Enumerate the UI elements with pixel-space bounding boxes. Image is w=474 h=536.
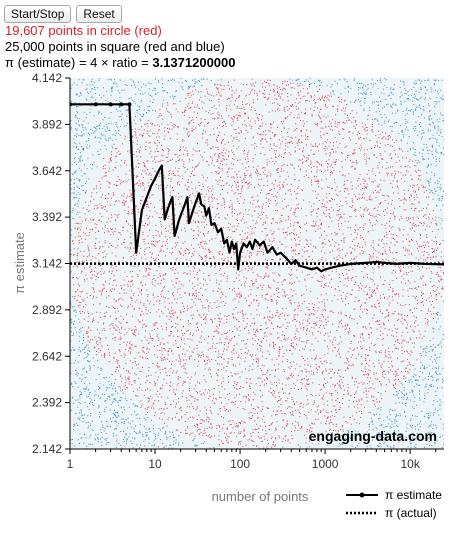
y-tick: 4.142: [32, 71, 70, 85]
y-tick-label: 3.642: [32, 164, 62, 178]
pi-estimate-prefix: π (estimate) = 4 × ratio =: [5, 55, 153, 70]
start-stop-button[interactable]: Start/Stop: [4, 5, 72, 23]
x-tick: 100: [230, 449, 250, 471]
y-tick: 3.392: [32, 210, 70, 224]
controls-bar: Start/Stop Reset: [4, 5, 122, 23]
y-tick-label: 2.392: [32, 396, 62, 410]
estimate-point: [93, 102, 98, 107]
y-tick: 3.142: [32, 257, 70, 271]
estimate-point: [108, 102, 113, 107]
watermark: engaging-data.com: [309, 428, 437, 444]
y-tick: 2.392: [32, 396, 70, 410]
x-tick: 1: [67, 449, 74, 471]
y-tick-label: 2.642: [32, 349, 62, 363]
series-pi-estimate: [70, 103, 444, 273]
x-tick: 10k: [400, 449, 421, 471]
x-tick-label: 1: [67, 457, 74, 471]
reset-button[interactable]: Reset: [76, 5, 122, 23]
y-tick: 2.892: [32, 303, 70, 317]
y-tick-label: 2.142: [32, 442, 62, 456]
x-axis-label: number of points: [212, 489, 309, 504]
y-axis-label: π estimate: [12, 232, 27, 294]
y-tick-label: 4.142: [32, 71, 62, 85]
x-tick-label: 10k: [400, 457, 420, 471]
y-tick-label: 3.392: [32, 210, 62, 224]
pi-estimate-value: 3.1371200000: [152, 55, 236, 70]
points-in-square-text: 25,000 points in square (red and blue): [5, 39, 225, 54]
legend-actual-label: π (actual): [385, 506, 437, 520]
points-in-circle-text: 19,607 points in circle (red): [5, 23, 162, 38]
estimate-point: [127, 102, 132, 107]
axes: 2.142 2.392 2.642 2.892 3.142 3.392 3.642 3.892…: [32, 71, 444, 471]
x-tick: 1000: [312, 449, 339, 471]
y-tick: 3.642: [32, 164, 70, 178]
estimate-point: [119, 102, 124, 107]
legend: π estimate π (actual): [346, 488, 442, 520]
legend-estimate-marker: [359, 492, 365, 498]
y-tick-label: 3.142: [32, 257, 62, 271]
y-tick-label: 3.892: [32, 117, 62, 131]
x-tick: 10: [148, 449, 162, 471]
x-tick-label: 1000: [312, 457, 339, 471]
y-tick: 2.142: [32, 442, 70, 456]
pi-estimate-text: π (estimate) = 4 × ratio = 3.1371200000: [5, 55, 236, 70]
y-tick: 3.892: [32, 117, 70, 131]
y-tick: 2.642: [32, 349, 70, 363]
x-tick-label: 100: [230, 457, 250, 471]
x-tick-label: 10: [148, 457, 162, 471]
legend-estimate-label: π estimate: [385, 488, 442, 502]
y-tick-label: 2.892: [32, 303, 62, 317]
